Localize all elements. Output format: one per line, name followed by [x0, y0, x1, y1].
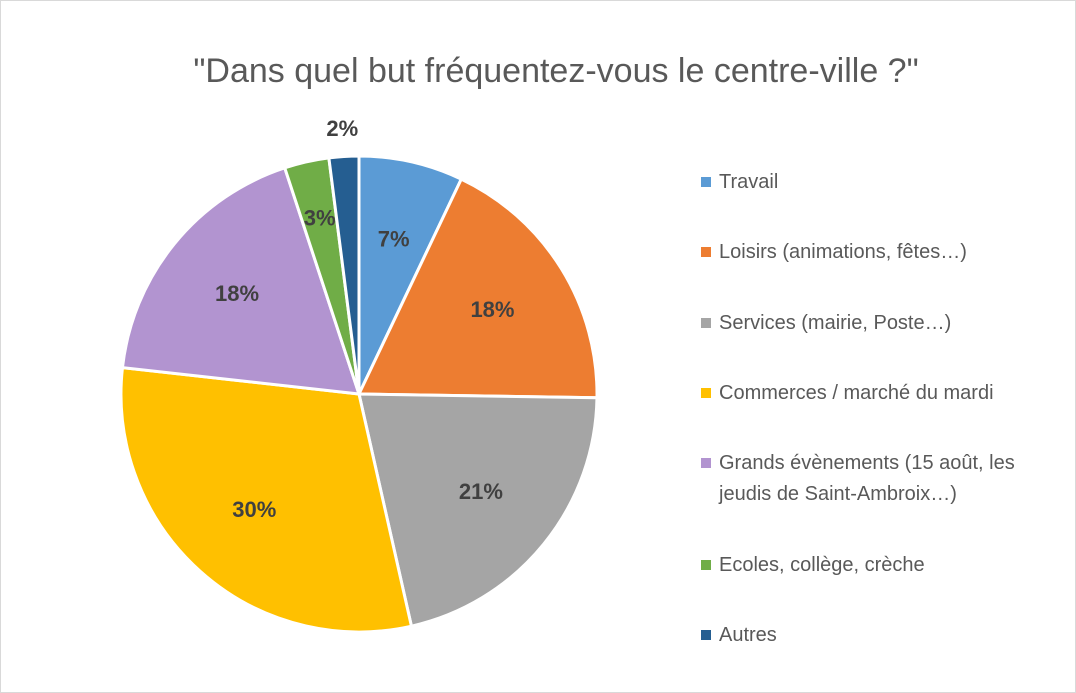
chart-title: "Dans quel but fréquentez-vous le centre…	[193, 52, 918, 90]
pie-slice	[119, 365, 414, 634]
legend: Travail Loisirs (animations, fêtes…) Servi…	[699, 167, 1059, 651]
pie-slice	[356, 177, 599, 400]
legend-label: Autres	[719, 623, 777, 646]
legend-label: Services (mairie, Poste…)	[719, 311, 952, 334]
legend-item: Ecoles, collège, crèche	[699, 550, 1059, 581]
data-label: 2%	[326, 116, 358, 141]
pie-slice	[120, 165, 362, 396]
data-label: 30%	[232, 497, 276, 522]
legend-label: Loisirs (animations, fêtes…)	[719, 241, 967, 264]
legend-item: Grands évènements (15 août, les jeudis d…	[699, 448, 1059, 510]
legend-item: Autres	[699, 620, 1059, 651]
legend-swatch	[701, 247, 711, 258]
data-label: 18%	[470, 297, 514, 322]
data-label: 21%	[459, 479, 503, 504]
data-label: 7%	[378, 227, 410, 252]
legend-item: Loisirs (animations, fêtes…)	[699, 237, 1059, 268]
legend-swatch	[701, 559, 711, 570]
data-label: 18%	[215, 281, 259, 306]
legend-item: Services (mairie, Poste…)	[699, 308, 1059, 339]
data-label: 3%	[304, 206, 336, 231]
legend-swatch	[701, 629, 711, 640]
legend-item: Commerces / marché du mardi	[699, 378, 1059, 409]
legend-swatch	[701, 387, 711, 398]
pie-slice	[357, 392, 599, 628]
pie-slice	[327, 154, 361, 395]
legend-swatch	[701, 317, 711, 328]
legend-label: Travail	[719, 171, 779, 193]
legend-label: Grands évènements (15 août, les jeudis d…	[719, 452, 1015, 506]
legend-label: Ecoles, collège, crèche	[719, 553, 925, 576]
legend-swatch	[701, 177, 711, 187]
legend-item: Travail	[699, 167, 1059, 198]
legend-swatch	[701, 458, 711, 469]
pie-slice	[357, 154, 464, 395]
legend-label: Commerces / marché du mardi	[719, 381, 994, 404]
